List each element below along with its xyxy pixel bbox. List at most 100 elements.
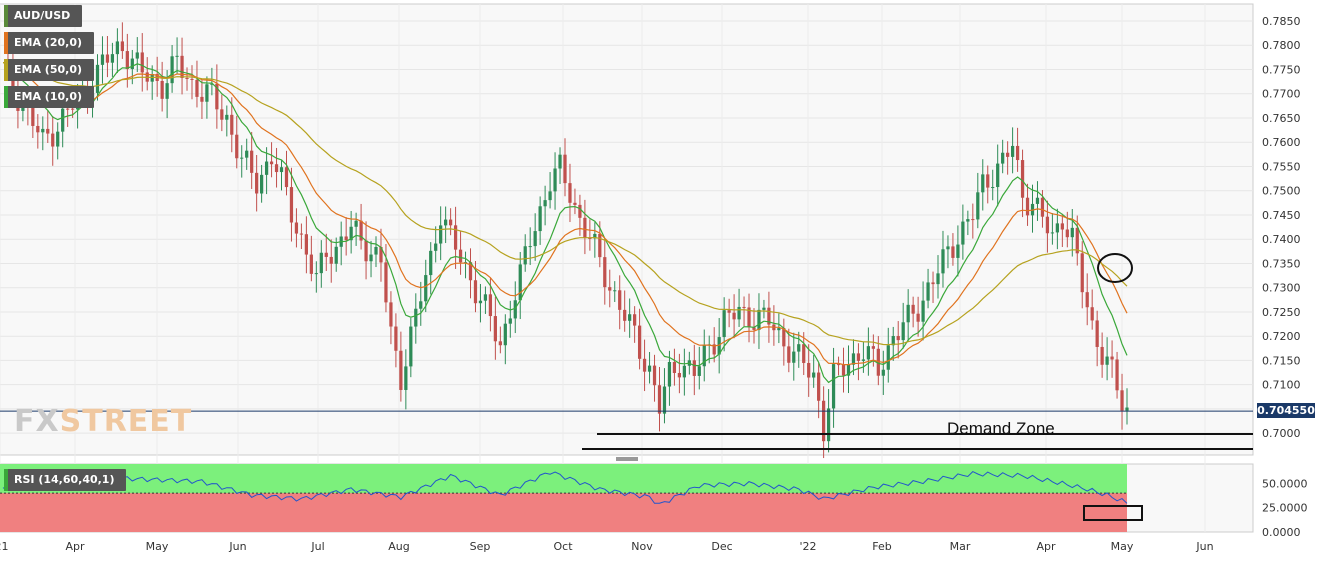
legend-ema-20[interactable]: EMA (20,0): [4, 32, 94, 54]
ema-20-line: [3, 62, 1128, 366]
candle-body: [135, 52, 139, 59]
candle-body: [1095, 320, 1099, 347]
candle-body: [986, 174, 990, 188]
candle-body: [294, 222, 299, 234]
candle-body: [250, 150, 254, 173]
y-tick-label: 0.7400: [1262, 233, 1301, 246]
candle-body: [424, 275, 428, 302]
candle-body: [394, 326, 398, 351]
candle-body: [936, 273, 940, 285]
candle-body: [110, 54, 115, 63]
candle-body: [205, 84, 209, 102]
candle-body: [667, 361, 672, 387]
candle-body: [1010, 145, 1015, 157]
candle-body: [299, 233, 304, 235]
candle-body: [404, 366, 408, 390]
candle-body: [906, 304, 910, 323]
candle-body: [259, 174, 264, 194]
x-tick-label: Jun: [228, 540, 246, 553]
candle-body: [399, 350, 403, 390]
candle-body: [448, 219, 453, 226]
candle-body: [100, 54, 105, 65]
candle-body: [473, 280, 478, 304]
candle-body: [742, 306, 746, 308]
candle-body: [662, 386, 667, 414]
candle-body: [414, 308, 418, 327]
candle-body: [747, 307, 751, 328]
candle-body: [488, 294, 493, 317]
candle-body: [538, 206, 542, 232]
candle-body: [185, 77, 189, 79]
candle-body: [170, 56, 174, 84]
candle-body: [458, 249, 463, 263]
x-tick-label: Aug: [388, 540, 409, 553]
candle-body: [563, 154, 567, 184]
candle-body: [230, 114, 234, 135]
candle-body: [951, 246, 955, 258]
legend-rsi[interactable]: RSI (14,60,40,1): [4, 469, 127, 491]
candle-body: [996, 163, 1000, 188]
candle-body: [344, 236, 348, 241]
ema-cross-circle: [1097, 253, 1133, 283]
candle-body: [444, 219, 448, 226]
candle-body: [190, 78, 194, 80]
candle-body: [637, 325, 642, 359]
ema20-label: EMA (20,0): [14, 36, 82, 49]
candle-body: [518, 264, 522, 301]
candle-body: [926, 282, 930, 301]
candle-body: [976, 192, 980, 220]
x-tick-label: May: [1111, 540, 1134, 553]
x-tick-label: Apr: [1036, 540, 1056, 553]
candle-body: [856, 353, 861, 361]
candle-body: [657, 385, 662, 414]
candle-body: [264, 161, 269, 175]
candle-body: [289, 187, 294, 223]
legend-symbol[interactable]: AUD/USD: [4, 5, 83, 27]
candle-body: [279, 167, 284, 173]
candle-body: [120, 41, 124, 52]
candle-body: [682, 365, 686, 378]
legend-swatch: [4, 86, 8, 108]
candle-body: [115, 41, 120, 55]
legend-ema-10[interactable]: EMA (10,0): [4, 86, 94, 108]
candle-body: [608, 287, 612, 291]
candle-body: [901, 322, 905, 341]
legend-ema-50[interactable]: EMA (50,0): [4, 59, 94, 81]
x-tick-label: Jul: [310, 540, 324, 553]
symbol-label: AUD/USD: [14, 9, 71, 22]
candle-body: [1040, 197, 1045, 217]
price-panel: [0, 3, 1254, 456]
x-tick-label: Apr: [65, 540, 85, 553]
candle-body: [434, 243, 438, 251]
candle-body: [802, 344, 806, 363]
candle-body: [727, 310, 731, 313]
candle-body: [568, 183, 572, 203]
candle-body: [1006, 152, 1010, 157]
candle-body: [598, 233, 602, 258]
candle-body: [777, 328, 781, 331]
candle-body: [692, 360, 696, 376]
ema-10-line: [2, 62, 1128, 384]
y-tick-label: 0.7300: [1262, 282, 1301, 295]
candle-body: [215, 83, 219, 110]
candle-body: [613, 290, 617, 292]
candle-body: [623, 309, 627, 321]
candle-body: [717, 337, 721, 355]
legend-swatch: [4, 59, 8, 81]
candle-body: [846, 364, 851, 376]
candle-body: [548, 191, 552, 201]
candle-body: [125, 51, 129, 70]
candle-body: [677, 372, 682, 378]
candle-body: [991, 187, 995, 189]
candle-body: [787, 346, 791, 363]
candle-body: [269, 161, 274, 165]
candle-body: [255, 172, 259, 194]
candle-body: [140, 52, 144, 73]
candle-body: [389, 302, 393, 327]
last-price-badge: 0.704550: [1257, 403, 1315, 418]
y-tick-label: 0.7850: [1262, 15, 1301, 28]
candle-body: [1020, 160, 1025, 198]
candle-body: [1100, 346, 1104, 365]
candle-body: [453, 225, 458, 250]
